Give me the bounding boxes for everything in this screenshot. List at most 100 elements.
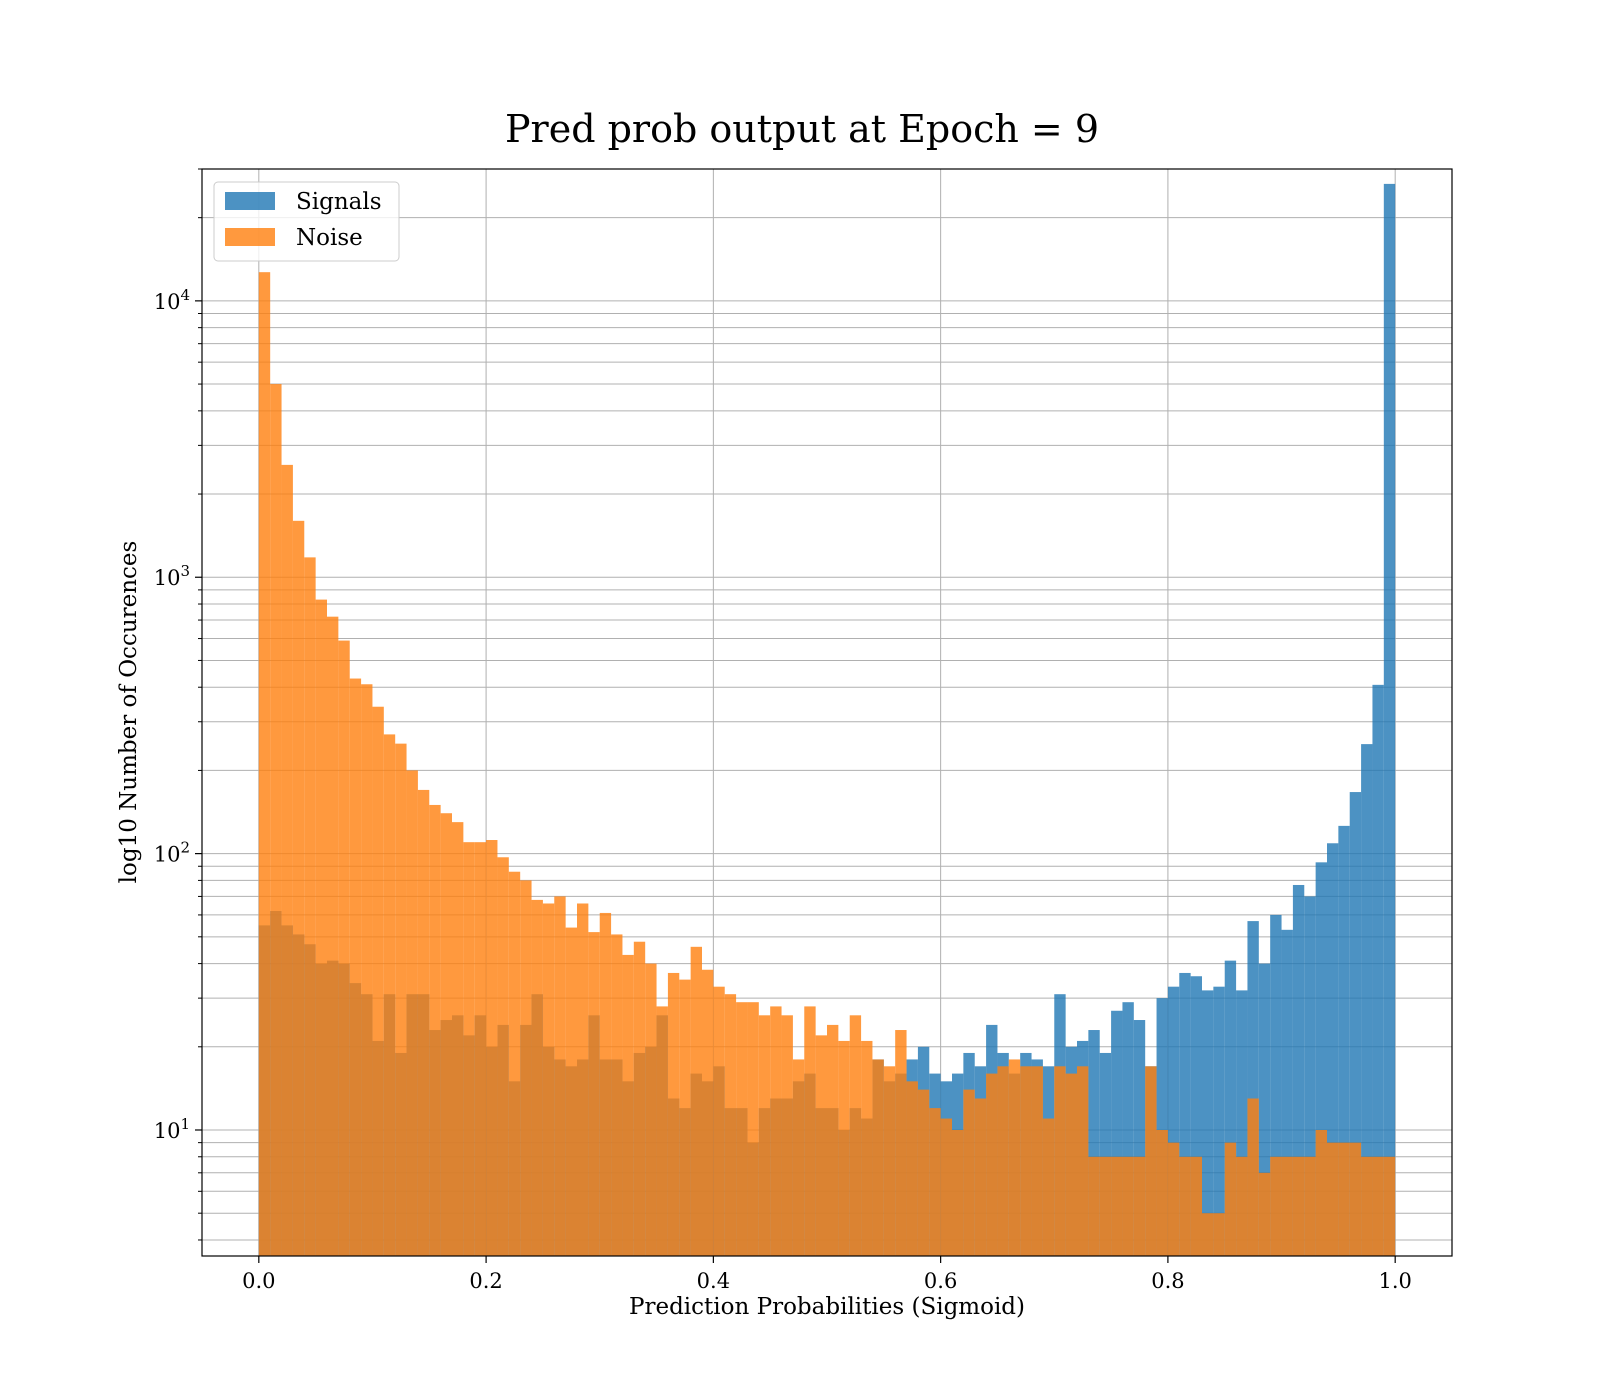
bar-noise — [872, 1059, 884, 1256]
bar-noise — [1361, 1156, 1373, 1256]
bar-signals — [1315, 862, 1327, 1256]
bar-signals — [1372, 684, 1384, 1256]
bar-noise — [1042, 1118, 1055, 1256]
bar-noise — [861, 1040, 873, 1256]
bar-noise — [281, 464, 293, 1256]
bar-noise — [1122, 1156, 1134, 1256]
bar-noise — [452, 822, 464, 1256]
x-tick-label: 1.0 — [1378, 1269, 1411, 1293]
bar-noise — [1008, 1059, 1021, 1256]
bar-signals — [1258, 963, 1271, 1256]
bar-noise — [588, 932, 600, 1256]
legend-label-signals: Signals — [296, 189, 382, 215]
bar-noise — [1372, 1156, 1384, 1256]
x-tick-label: 0.8 — [1151, 1269, 1184, 1293]
bar-signals — [1270, 914, 1282, 1256]
bar-signals — [1292, 884, 1305, 1256]
bar-noise — [827, 1024, 839, 1256]
x-tick-label: 0.6 — [924, 1269, 957, 1293]
plot-frame — [201, 168, 1453, 1257]
bar-noise — [736, 1002, 748, 1256]
x-tick-label: 0.0 — [242, 1269, 275, 1293]
bar-noise — [474, 842, 487, 1256]
bar-signals — [1133, 1020, 1146, 1256]
bar-noise — [986, 1073, 998, 1256]
bar-noise — [963, 1089, 975, 1256]
y-tick-label: 104 — [154, 286, 190, 314]
bar-noise — [622, 954, 634, 1256]
legend-label-noise: Noise — [296, 225, 363, 251]
bar-noise — [315, 599, 327, 1256]
bar-signals — [1099, 1052, 1112, 1256]
bar-noise — [747, 1002, 759, 1256]
bar-noise — [531, 899, 543, 1256]
bar-noise — [917, 1089, 930, 1256]
bar-noise — [792, 1059, 805, 1256]
bar-signals — [1156, 998, 1168, 1256]
chart-title: Pred prob output at Epoch = 9 — [505, 107, 1099, 151]
bar-signals — [1383, 183, 1396, 1256]
bar-noise — [508, 871, 521, 1256]
bar-noise — [395, 743, 407, 1256]
bar-noise — [577, 903, 589, 1256]
bar-signals — [1122, 1002, 1134, 1256]
bar-noise — [1020, 1066, 1032, 1256]
bar-noise — [1077, 1066, 1089, 1256]
bar-noise — [713, 986, 725, 1256]
bar-noise — [1292, 1156, 1305, 1256]
bar-noise — [974, 1098, 987, 1256]
bar-noise — [417, 789, 430, 1256]
bar-noise — [1338, 1142, 1350, 1256]
bar-noise — [1054, 1066, 1066, 1256]
bar-noise — [338, 640, 350, 1256]
bar-noise — [1088, 1156, 1100, 1256]
bar-noise — [1213, 1213, 1225, 1256]
bar-noise — [304, 557, 316, 1256]
bars — [258, 183, 1396, 1257]
bar-noise — [770, 1006, 782, 1256]
bar-noise — [611, 934, 623, 1256]
bar-noise — [1133, 1156, 1146, 1256]
bar-signals — [1304, 896, 1316, 1256]
bar-noise — [1315, 1129, 1327, 1256]
bar-noise — [645, 963, 657, 1256]
bar-noise — [1383, 1156, 1396, 1256]
bar-noise — [349, 678, 362, 1256]
bar-noise — [463, 842, 475, 1256]
bar-noise — [679, 979, 691, 1256]
bar-noise — [554, 896, 566, 1256]
bar-noise — [997, 1066, 1009, 1256]
bar-noise — [497, 857, 509, 1256]
bar-noise — [361, 684, 373, 1256]
bar-signals — [1247, 921, 1259, 1256]
bar-noise — [1179, 1156, 1191, 1256]
bar-noise — [838, 1040, 850, 1256]
bar-signals — [1349, 792, 1362, 1256]
y-axis-label: log10 Number of Occurences — [116, 541, 142, 884]
series-noise — [258, 272, 1396, 1257]
bar-noise — [906, 1081, 918, 1256]
bar-noise — [1202, 1213, 1214, 1256]
bar-noise — [1190, 1156, 1202, 1256]
bar-noise — [1236, 1156, 1248, 1256]
bar-noise — [1031, 1066, 1043, 1256]
bar-noise — [1224, 1142, 1237, 1256]
bar-signals — [1111, 1010, 1123, 1256]
bar-signals — [1361, 744, 1373, 1256]
bar-noise — [486, 840, 498, 1256]
bar-noise — [758, 1015, 771, 1256]
bar-noise — [429, 804, 441, 1256]
bar-signals — [1202, 990, 1214, 1256]
legend: Signals Noise — [213, 181, 400, 262]
y-tick-label: 101 — [154, 1115, 190, 1143]
bar-signals — [1327, 843, 1339, 1256]
bar-noise — [895, 1030, 907, 1256]
bar-noise — [1065, 1073, 1077, 1256]
bar-noise — [815, 1035, 827, 1256]
bar-signals — [1179, 972, 1191, 1256]
bar-noise — [656, 1006, 668, 1256]
bar-noise — [1111, 1156, 1123, 1256]
bar-noise — [599, 912, 612, 1256]
x-axis-label: Prediction Probabilities (Sigmoid) — [629, 1294, 1025, 1320]
